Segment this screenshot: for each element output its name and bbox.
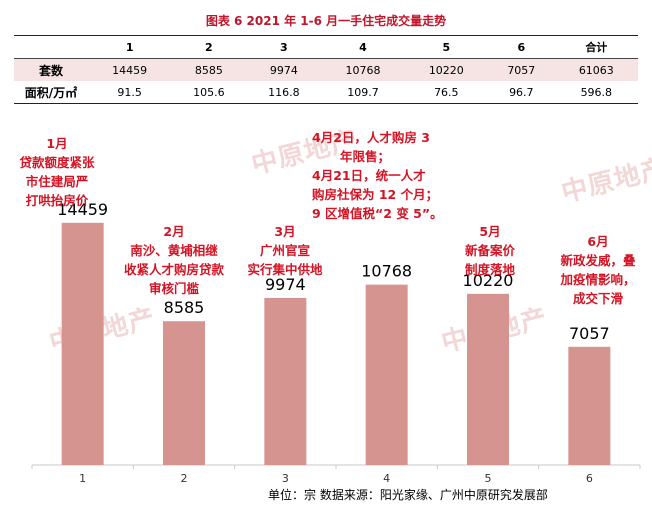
x-tick-label: 5 <box>485 472 492 485</box>
data-label: 9974 <box>265 275 306 294</box>
chart-title: 图表 6 2021 年 1-6 月一手住宅成交量走势 <box>205 14 447 28</box>
annotation-line: 3月 <box>274 224 296 239</box>
table-row: 面积/万㎡ 91.5 105.6 116.8 109.7 76.5 96.7 5… <box>14 81 638 104</box>
table-cell: 9974 <box>246 58 322 81</box>
annotation-month-1: 1月 贷款额度紧张 市住建局严 打哄抬房价 <box>7 134 107 210</box>
annotation-line: 制度落地 <box>464 262 515 277</box>
table-header-cell: 1 <box>88 35 172 59</box>
bar <box>61 222 104 465</box>
annotation-line: 贷款额度紧张 <box>19 155 95 170</box>
annotation-line: 成交下滑 <box>572 291 623 306</box>
annotation-month-4: 4月2日，人才购房 3 年限售； 4月21日，统一人才 购房社保为 12 个月；… <box>312 128 462 223</box>
x-tick-label: 1 <box>79 472 86 485</box>
table-header-row: 1 2 3 4 5 6 合计 <box>14 35 638 59</box>
annotation-line: 6月 <box>587 234 609 249</box>
annotation-line: 1月 <box>46 136 68 151</box>
annotation-line: 审核门槛 <box>148 281 199 296</box>
annotation-month-3: 3月 广州官宣 实行集中供地 <box>235 222 335 279</box>
bar <box>163 321 205 465</box>
x-tick-label: 2 <box>181 472 188 485</box>
data-label: 10220 <box>463 271 514 290</box>
annotation-line: 5月 <box>479 224 501 239</box>
annotation-line: 4月21日，统一人才 <box>312 168 426 183</box>
table-cell: 105.6 <box>171 81 247 104</box>
table-cell: 116.8 <box>246 81 322 104</box>
table-header-cell <box>14 35 88 59</box>
row-label: 面积/万㎡ <box>14 81 88 104</box>
bar <box>568 346 611 465</box>
source-note: 单位：宗 数据来源：阳光家缘、广州中原研究发展部 <box>268 488 548 502</box>
table-cell: 96.7 <box>487 81 555 104</box>
bar <box>365 284 408 465</box>
data-label: 8585 <box>164 298 205 317</box>
table-header-cell: 5 <box>404 35 488 59</box>
annotation-line: 9 区增值税“2 变 5”。 <box>312 206 443 221</box>
annotation-line: 打哄抬房价 <box>25 193 89 208</box>
bar <box>467 293 509 465</box>
annotation-line: 实行集中供地 <box>247 262 323 277</box>
annotation-month-5: 5月 新备案价 制度落地 <box>450 222 530 279</box>
table-header-cell: 6 <box>487 35 555 59</box>
row-label: 套数 <box>14 58 88 81</box>
table-cell: 109.7 <box>321 81 405 104</box>
table-cell: 76.5 <box>404 81 488 104</box>
table-cell: 14459 <box>88 58 172 81</box>
table-header-cell: 合计 <box>554 35 638 59</box>
annotation-month-6: 6月 新政发威，叠 加疫情影响， 成交下滑 <box>546 232 650 308</box>
table-header-cell: 3 <box>246 35 322 59</box>
x-tick-label: 4 <box>383 472 390 485</box>
x-tick-label: 6 <box>586 472 593 485</box>
annotation-line: 收紧人才购房贷款 <box>123 262 224 277</box>
table-cell: 10768 <box>321 58 405 81</box>
bar <box>264 297 307 465</box>
x-tick-label: 3 <box>282 472 289 485</box>
annotation-line: 市住建局严 <box>25 174 89 189</box>
table-header-cell: 2 <box>171 35 247 59</box>
annotation-month-2: 2月 南沙、黄埔相继 收紧人才购房贷款 审核门槛 <box>114 222 234 298</box>
data-label: 7057 <box>569 324 610 343</box>
annotation-line: 新政发威，叠 <box>560 253 636 268</box>
table-cell: 91.5 <box>88 81 172 104</box>
annotation-line: 广州官宣 <box>259 243 310 258</box>
table-cell: 10220 <box>404 58 488 81</box>
annotation-line: 加疫情影响， <box>560 272 636 287</box>
annotation-line: 4月2日，人才购房 3 <box>312 130 430 145</box>
table-row: 套数 14459 8585 9974 10768 10220 7057 6106… <box>14 58 638 81</box>
table-cell: 61063 <box>554 58 638 81</box>
annotation-line: 南沙、黄埔相继 <box>130 243 218 258</box>
annotation-line: 年限售； <box>340 149 391 164</box>
annotation-line: 新备案价 <box>464 243 515 258</box>
table-cell: 8585 <box>171 58 247 81</box>
annotation-line: 购房社保为 12 个月； <box>312 187 439 202</box>
table-cell: 7057 <box>487 58 555 81</box>
data-label: 10768 <box>361 262 412 281</box>
annotation-line: 2月 <box>163 224 185 239</box>
table-cell: 596.8 <box>554 81 638 104</box>
table-header-cell: 4 <box>321 35 405 59</box>
summary-table: 1 2 3 4 5 6 合计 套数 14459 8585 9974 10768 … <box>14 35 638 104</box>
data-label: 14459 <box>57 200 108 219</box>
